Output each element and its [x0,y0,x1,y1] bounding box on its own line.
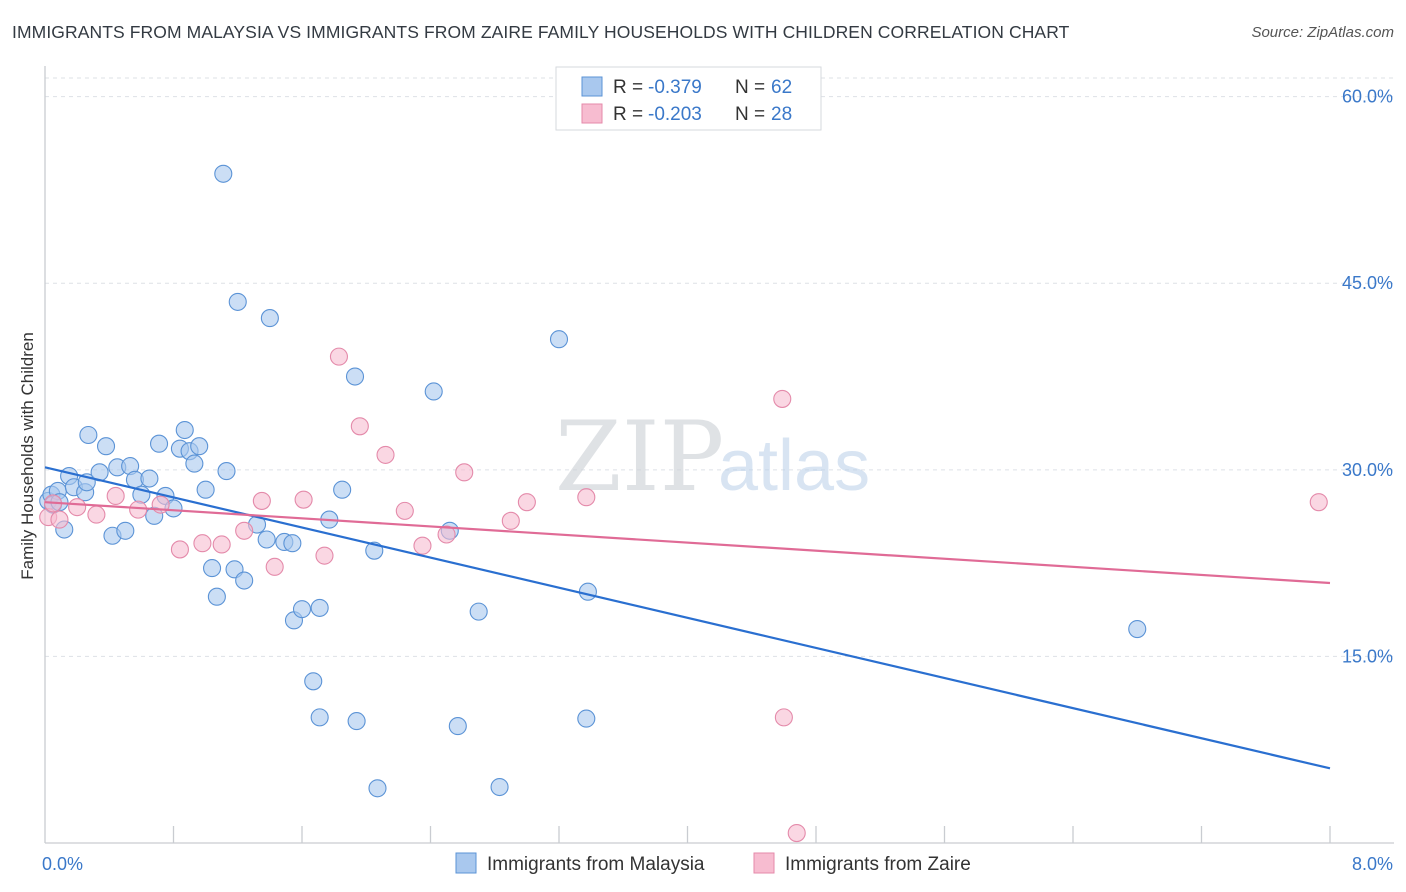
data-point [170,540,189,559]
stats-n-label: N = [735,104,765,125]
data-point [517,493,536,512]
stats-r-label: R = [613,104,643,125]
data-point [310,598,329,617]
data-point [257,530,276,549]
data-point [329,347,348,366]
data-point [294,490,313,509]
series-zaire-points [39,347,1328,843]
data-point [437,525,456,544]
stats-r-label: R = [613,77,643,98]
y-tick-label: 15.0% [1342,646,1393,666]
data-point [455,463,474,482]
trend-line-zaire [44,501,1331,585]
data-point [252,491,271,510]
x-tick-labels: 0.0% 8.0% [42,854,1393,874]
data-point [577,709,596,728]
data-point [185,454,204,473]
data-point [196,480,215,499]
data-point [260,309,279,328]
y-tick-label: 60.0% [1342,87,1393,107]
data-point [549,330,569,349]
data-point [175,420,194,440]
data-point [79,425,98,445]
y-tick-label: 45.0% [1342,273,1393,293]
stats-r-value: -0.379 [648,77,702,98]
data-point [96,437,116,456]
stats-n-value: 62 [771,77,792,98]
data-point [129,500,148,519]
stats-n-value: 28 [771,104,792,125]
data-point [577,488,596,507]
data-point [304,672,323,691]
data-point [773,389,792,408]
data-point [578,582,597,601]
data-point [140,469,159,488]
legend-label: Immigrants from Malaysia [487,854,705,875]
data-point [149,434,169,453]
data-point [207,587,226,606]
x-tick-label-min: 0.0% [42,854,83,874]
data-point [787,823,806,843]
data-point [1309,493,1328,512]
x-tick-label-max: 8.0% [1352,854,1393,874]
data-point [203,559,222,578]
data-point [424,382,443,401]
grid [45,77,1394,657]
trend-line-malaysia [44,466,1331,770]
chart-title: IMMIGRANTS FROM MALAYSIA VS IMMIGRANTS F… [12,22,1070,42]
series-malaysia-points [39,164,1147,798]
stats-legend-swatch [581,103,603,124]
data-point [193,534,212,553]
y-tick-labels: 15.0% 30.0% 45.0% 60.0% [1342,87,1393,667]
watermark: ZIP atlas [555,401,870,513]
data-point [217,462,236,481]
y-axis-title: Family Households with Children [18,332,37,580]
stats-n-label: N = [735,77,765,98]
data-point [212,535,231,554]
data-point [50,510,69,529]
data-point [68,498,87,517]
data-point [333,480,352,499]
data-point [310,708,329,727]
data-point [501,511,520,530]
legend-swatch [753,852,775,874]
data-point [116,521,135,540]
data-point [106,486,125,506]
data-point [228,292,247,311]
legend-swatch [455,852,477,874]
data-point [265,557,284,576]
data-point [292,600,312,619]
y-tick-label: 30.0% [1342,460,1393,480]
data-point [469,602,488,621]
data-point [376,445,395,464]
data-point [347,712,366,731]
data-point [235,571,254,590]
source-label: Source: ZipAtlas.com [1251,24,1394,41]
data-point [413,536,432,555]
bottom-legend: Immigrants from Malaysia Immigrants from … [455,852,971,875]
stats-legend-swatch [581,76,603,97]
legend-label: Immigrants from Zaire [785,854,971,875]
stats-r-value: -0.203 [648,104,702,125]
data-point [345,367,365,386]
watermark-atlas: atlas [718,426,870,506]
data-point [214,164,233,183]
data-point [448,717,467,736]
data-point [350,417,369,436]
data-point [368,779,387,798]
data-point [490,777,509,797]
data-point [87,505,106,524]
data-point [283,534,302,553]
trend-lines [44,466,1331,770]
axes [44,66,1394,844]
data-point [774,708,793,727]
data-point [190,437,209,456]
data-point [235,521,254,540]
data-point [395,501,414,520]
data-point [315,546,334,565]
stats-legend: R = -0.379 N = 62 R = -0.203 N = 28 [555,66,822,131]
data-point [1128,619,1147,639]
